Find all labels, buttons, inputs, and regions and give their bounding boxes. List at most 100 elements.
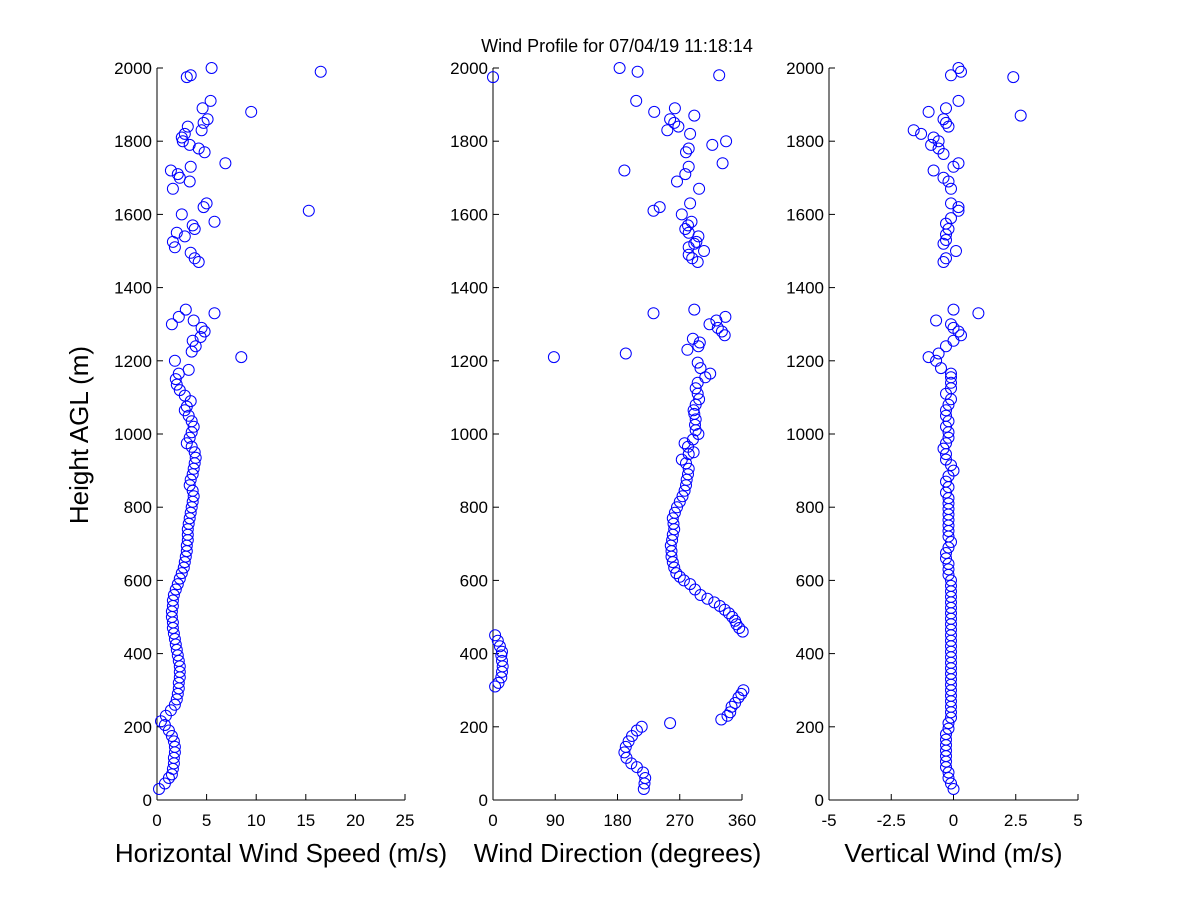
vertical-data-point: [940, 340, 952, 353]
direction-data-point: [716, 157, 729, 170]
direction-data-point: [684, 578, 697, 591]
vertical-data-point: [945, 777, 957, 790]
speed-x-axis-label: Horizontal Wind Speed (m/s): [115, 838, 447, 868]
direction-data-point: [680, 457, 692, 470]
speed-data-point: [189, 340, 202, 353]
direction-data-point: [673, 495, 686, 508]
direction-x-axis-label: Wind Direction (degrees): [474, 838, 762, 868]
y-axis-label: Height AGL (m): [64, 346, 94, 524]
vertical-y-tick-label: 200: [796, 718, 824, 737]
direction-data-point: [664, 113, 677, 126]
speed-data-point: [169, 583, 182, 596]
vertical-x-axis-label: Vertical Wind (m/s): [844, 838, 1062, 868]
speed-data-point: [166, 182, 179, 195]
direction-data-point: [684, 197, 697, 210]
speed-data-point: [173, 572, 186, 585]
speed-data-point: [183, 479, 196, 492]
direction-data-point: [686, 252, 699, 265]
speed-data-point: [169, 373, 182, 386]
vertical-y-tick-label: 600: [796, 571, 824, 590]
direction-data-point: [493, 640, 506, 653]
speed-data-point: [302, 204, 315, 217]
direction-data-point: [613, 62, 626, 74]
vertical-data-point: [942, 563, 955, 576]
direction-data-point: [688, 407, 701, 420]
vertical-y-tick-label: 1600: [786, 205, 824, 224]
speed-y-tick-label: 400: [124, 645, 152, 664]
direction-data-point: [489, 629, 502, 642]
speed-data-point: [197, 116, 210, 129]
direction-data-point: [647, 307, 660, 320]
vertical-data-point: [945, 574, 957, 587]
speed-data-point: [204, 94, 217, 107]
vertical-data-point: [940, 102, 952, 115]
direction-data-point: [704, 367, 717, 380]
vertical-y-tick-label: 2000: [786, 59, 824, 78]
panel-wind-direction: 0 200 400 600 800 1000 1200 1400 1600 1800 2000 0 90…: [450, 59, 761, 868]
speed-data-point: [172, 310, 185, 323]
direction-data-point: [694, 362, 707, 375]
direction-data-point: [619, 740, 632, 753]
speed-y-tick-label: 1400: [114, 279, 152, 298]
direction-data-point: [639, 772, 652, 784]
speed-data-point: [168, 740, 181, 753]
direction-data-point: [689, 413, 702, 426]
vertical-data-point: [945, 318, 957, 331]
direction-data-point: [691, 356, 704, 369]
vertical-y-tick-label: 1200: [786, 352, 824, 371]
direction-data-point: [677, 574, 690, 587]
direction-data-point: [672, 120, 685, 133]
vertical-data-point: [942, 722, 955, 735]
direction-data-point: [668, 102, 681, 115]
direction-data-point: [670, 567, 683, 580]
vertical-data-point: [932, 347, 945, 360]
direction-data-point: [708, 596, 721, 609]
speed-data-point: [183, 431, 196, 444]
direction-data-point: [682, 160, 695, 173]
vertical-x-tick-label: 5: [1073, 811, 1082, 830]
vertical-x-tick-label: 2.5: [1004, 811, 1028, 830]
direction-data-point: [698, 245, 710, 257]
vertical-data-point: [907, 124, 920, 137]
panel-horizontal-wind-speed: 0 200 400 600 800 1000 1200 1400 1600 1800 2000 0 5 1…: [114, 59, 447, 868]
speed-data-point: [183, 138, 196, 151]
speed-data-point: [208, 215, 221, 228]
vertical-y-tick-label: 1000: [786, 425, 824, 444]
speed-data-point: [200, 197, 213, 210]
direction-data-point: [619, 347, 632, 360]
speed-data-point: [167, 589, 180, 601]
direction-data-point: [682, 226, 695, 239]
vertical-x-tick-label: -2.5: [877, 811, 906, 830]
speed-data-point: [197, 201, 210, 214]
vertical-data-point: [940, 547, 952, 559]
direction-y-tick-label: 2000: [450, 59, 488, 78]
vertical-data-point: [947, 464, 960, 477]
vertical-data-point: [940, 475, 952, 488]
speed-y-tick-label: 1600: [114, 205, 152, 224]
vertical-data-point: [1014, 109, 1027, 122]
speed-data-point: [167, 735, 180, 748]
speed-y-tick-label: 800: [124, 498, 152, 517]
speed-data-point: [166, 594, 179, 607]
direction-y-tick-label: 1400: [450, 279, 488, 298]
direction-data-point: [688, 109, 701, 122]
vertical-data-point: [940, 733, 952, 746]
direction-data-point: [679, 168, 692, 181]
direction-data-point: [496, 654, 508, 667]
direction-data-point: [676, 490, 689, 503]
direction-data-point: [692, 428, 705, 440]
vertical-data-point: [930, 314, 943, 327]
speed-data-point: [219, 157, 232, 170]
direction-data-point: [682, 448, 695, 461]
direction-data-point: [668, 506, 681, 519]
vertical-data-point: [940, 234, 952, 246]
vertical-data-point: [932, 142, 945, 155]
vertical-data-point: [940, 404, 952, 417]
vertical-data-point: [945, 376, 957, 389]
direction-y-tick-label: 1200: [450, 352, 488, 371]
direction-data-point: [682, 142, 695, 155]
speed-data-point: [195, 321, 208, 334]
direction-data-point: [726, 611, 739, 623]
speed-data-point: [168, 698, 181, 711]
vertical-y-tick-label: 1800: [786, 132, 824, 151]
